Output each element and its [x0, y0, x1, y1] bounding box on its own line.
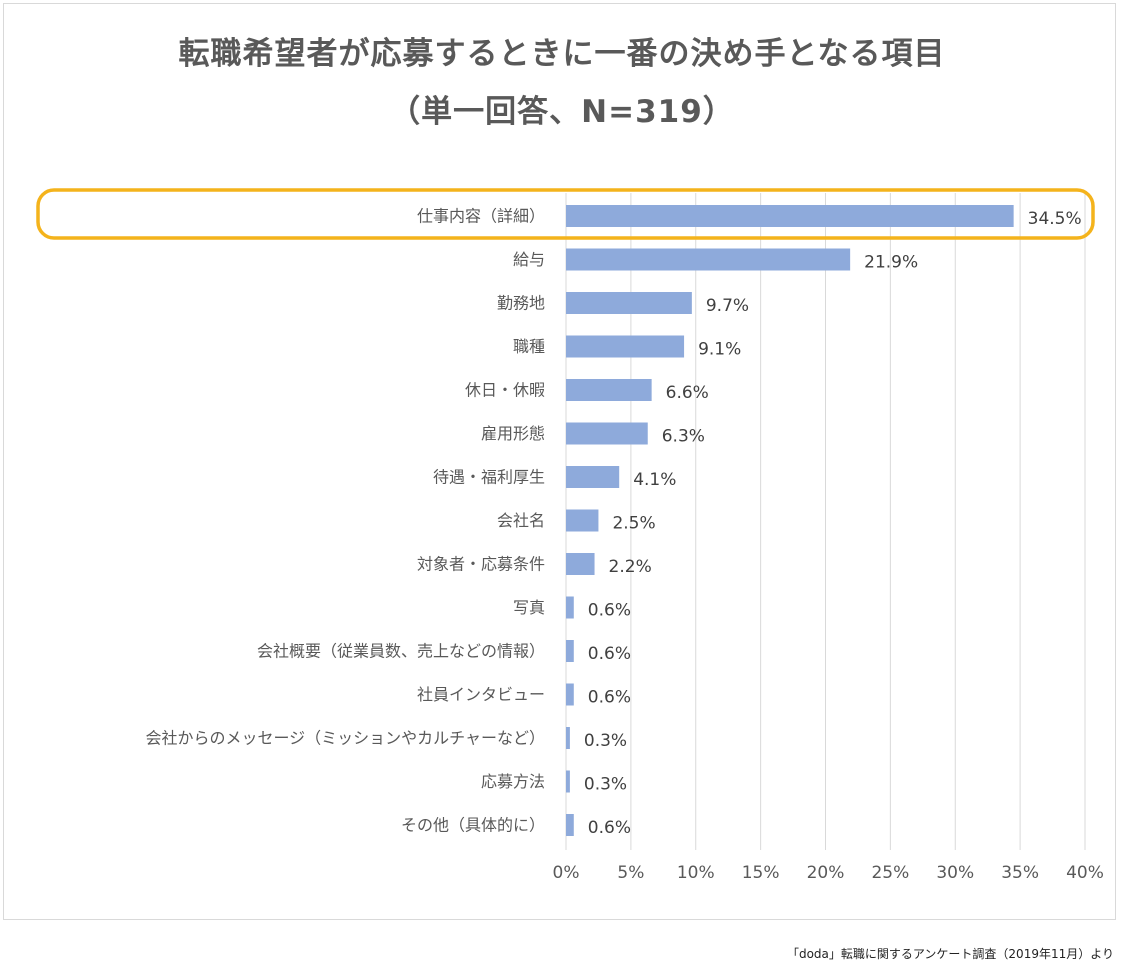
- bar: [566, 205, 1014, 227]
- data-label: 6.6%: [666, 383, 709, 403]
- data-label: 0.3%: [584, 775, 627, 795]
- data-label: 34.5%: [1028, 209, 1082, 229]
- bar: [566, 379, 652, 401]
- highlight-outline: [36, 188, 1095, 240]
- data-label: 9.7%: [706, 296, 749, 316]
- data-label: 21.9%: [864, 253, 918, 273]
- bar: [566, 509, 599, 532]
- category-label: 仕事内容（詳細）: [417, 207, 545, 226]
- category-label: 職種: [513, 337, 545, 356]
- chart-frame: [3, 3, 1116, 920]
- category-label: 社員インタビュー: [417, 685, 545, 704]
- category-label: その他（具体的に）: [401, 816, 545, 835]
- chart-title: 転職希望者が応募するときに一番の決め手となる項目: [178, 36, 946, 72]
- bar: [566, 248, 851, 271]
- category-label: 雇用形態: [481, 424, 545, 443]
- category-label: 会社名: [497, 511, 545, 530]
- category-label: 勤務地: [497, 294, 545, 313]
- bar: [566, 466, 620, 488]
- bar: [566, 770, 570, 793]
- x-tick-label: 10%: [677, 863, 715, 883]
- category-label: 会社からのメッセージ（ミッションやカルチャーなど）: [145, 729, 545, 748]
- category-label: 給与: [513, 250, 545, 269]
- x-tick-label: 20%: [807, 863, 845, 883]
- data-label: 0.6%: [588, 818, 631, 838]
- source-note: 「doda」転職に関するアンケート調査（2019年11月）より: [786, 947, 1114, 961]
- data-label: 0.6%: [588, 644, 631, 664]
- data-label: 4.1%: [633, 470, 676, 490]
- category-label: 待遇・福利厚生: [433, 468, 545, 487]
- category-label: 写真: [513, 598, 545, 617]
- bar: [566, 814, 574, 836]
- bar: [566, 335, 685, 358]
- x-tick-label: 5%: [617, 863, 644, 883]
- bar: [566, 596, 574, 619]
- chart-subtitle: （単一回答、N=319）: [389, 94, 735, 130]
- x-tick-label: 40%: [1066, 863, 1104, 883]
- bar: [566, 422, 648, 445]
- data-label: 6.3%: [662, 427, 705, 447]
- x-tick-label: 35%: [1001, 863, 1039, 883]
- bar: [566, 292, 692, 314]
- data-label: 0.6%: [588, 688, 631, 708]
- bar: [566, 727, 570, 749]
- category-label: 会社概要（従業員数、売上などの情報）: [257, 642, 545, 661]
- x-tick-label: 15%: [742, 863, 780, 883]
- bar: [566, 640, 574, 662]
- category-label: 応募方法: [481, 772, 545, 791]
- data-label: 2.5%: [612, 514, 655, 534]
- x-tick-label: 25%: [871, 863, 909, 883]
- data-label: 2.2%: [609, 557, 652, 577]
- category-label: 休日・休暇: [465, 381, 545, 400]
- bar: [566, 683, 574, 706]
- x-tick-label: 30%: [936, 863, 974, 883]
- data-label: 9.1%: [698, 340, 741, 360]
- bar: [566, 553, 595, 575]
- data-label: 0.6%: [588, 601, 631, 621]
- x-tick-label: 0%: [553, 863, 580, 883]
- category-label: 対象者・応募条件: [417, 555, 545, 574]
- data-label: 0.3%: [584, 731, 627, 751]
